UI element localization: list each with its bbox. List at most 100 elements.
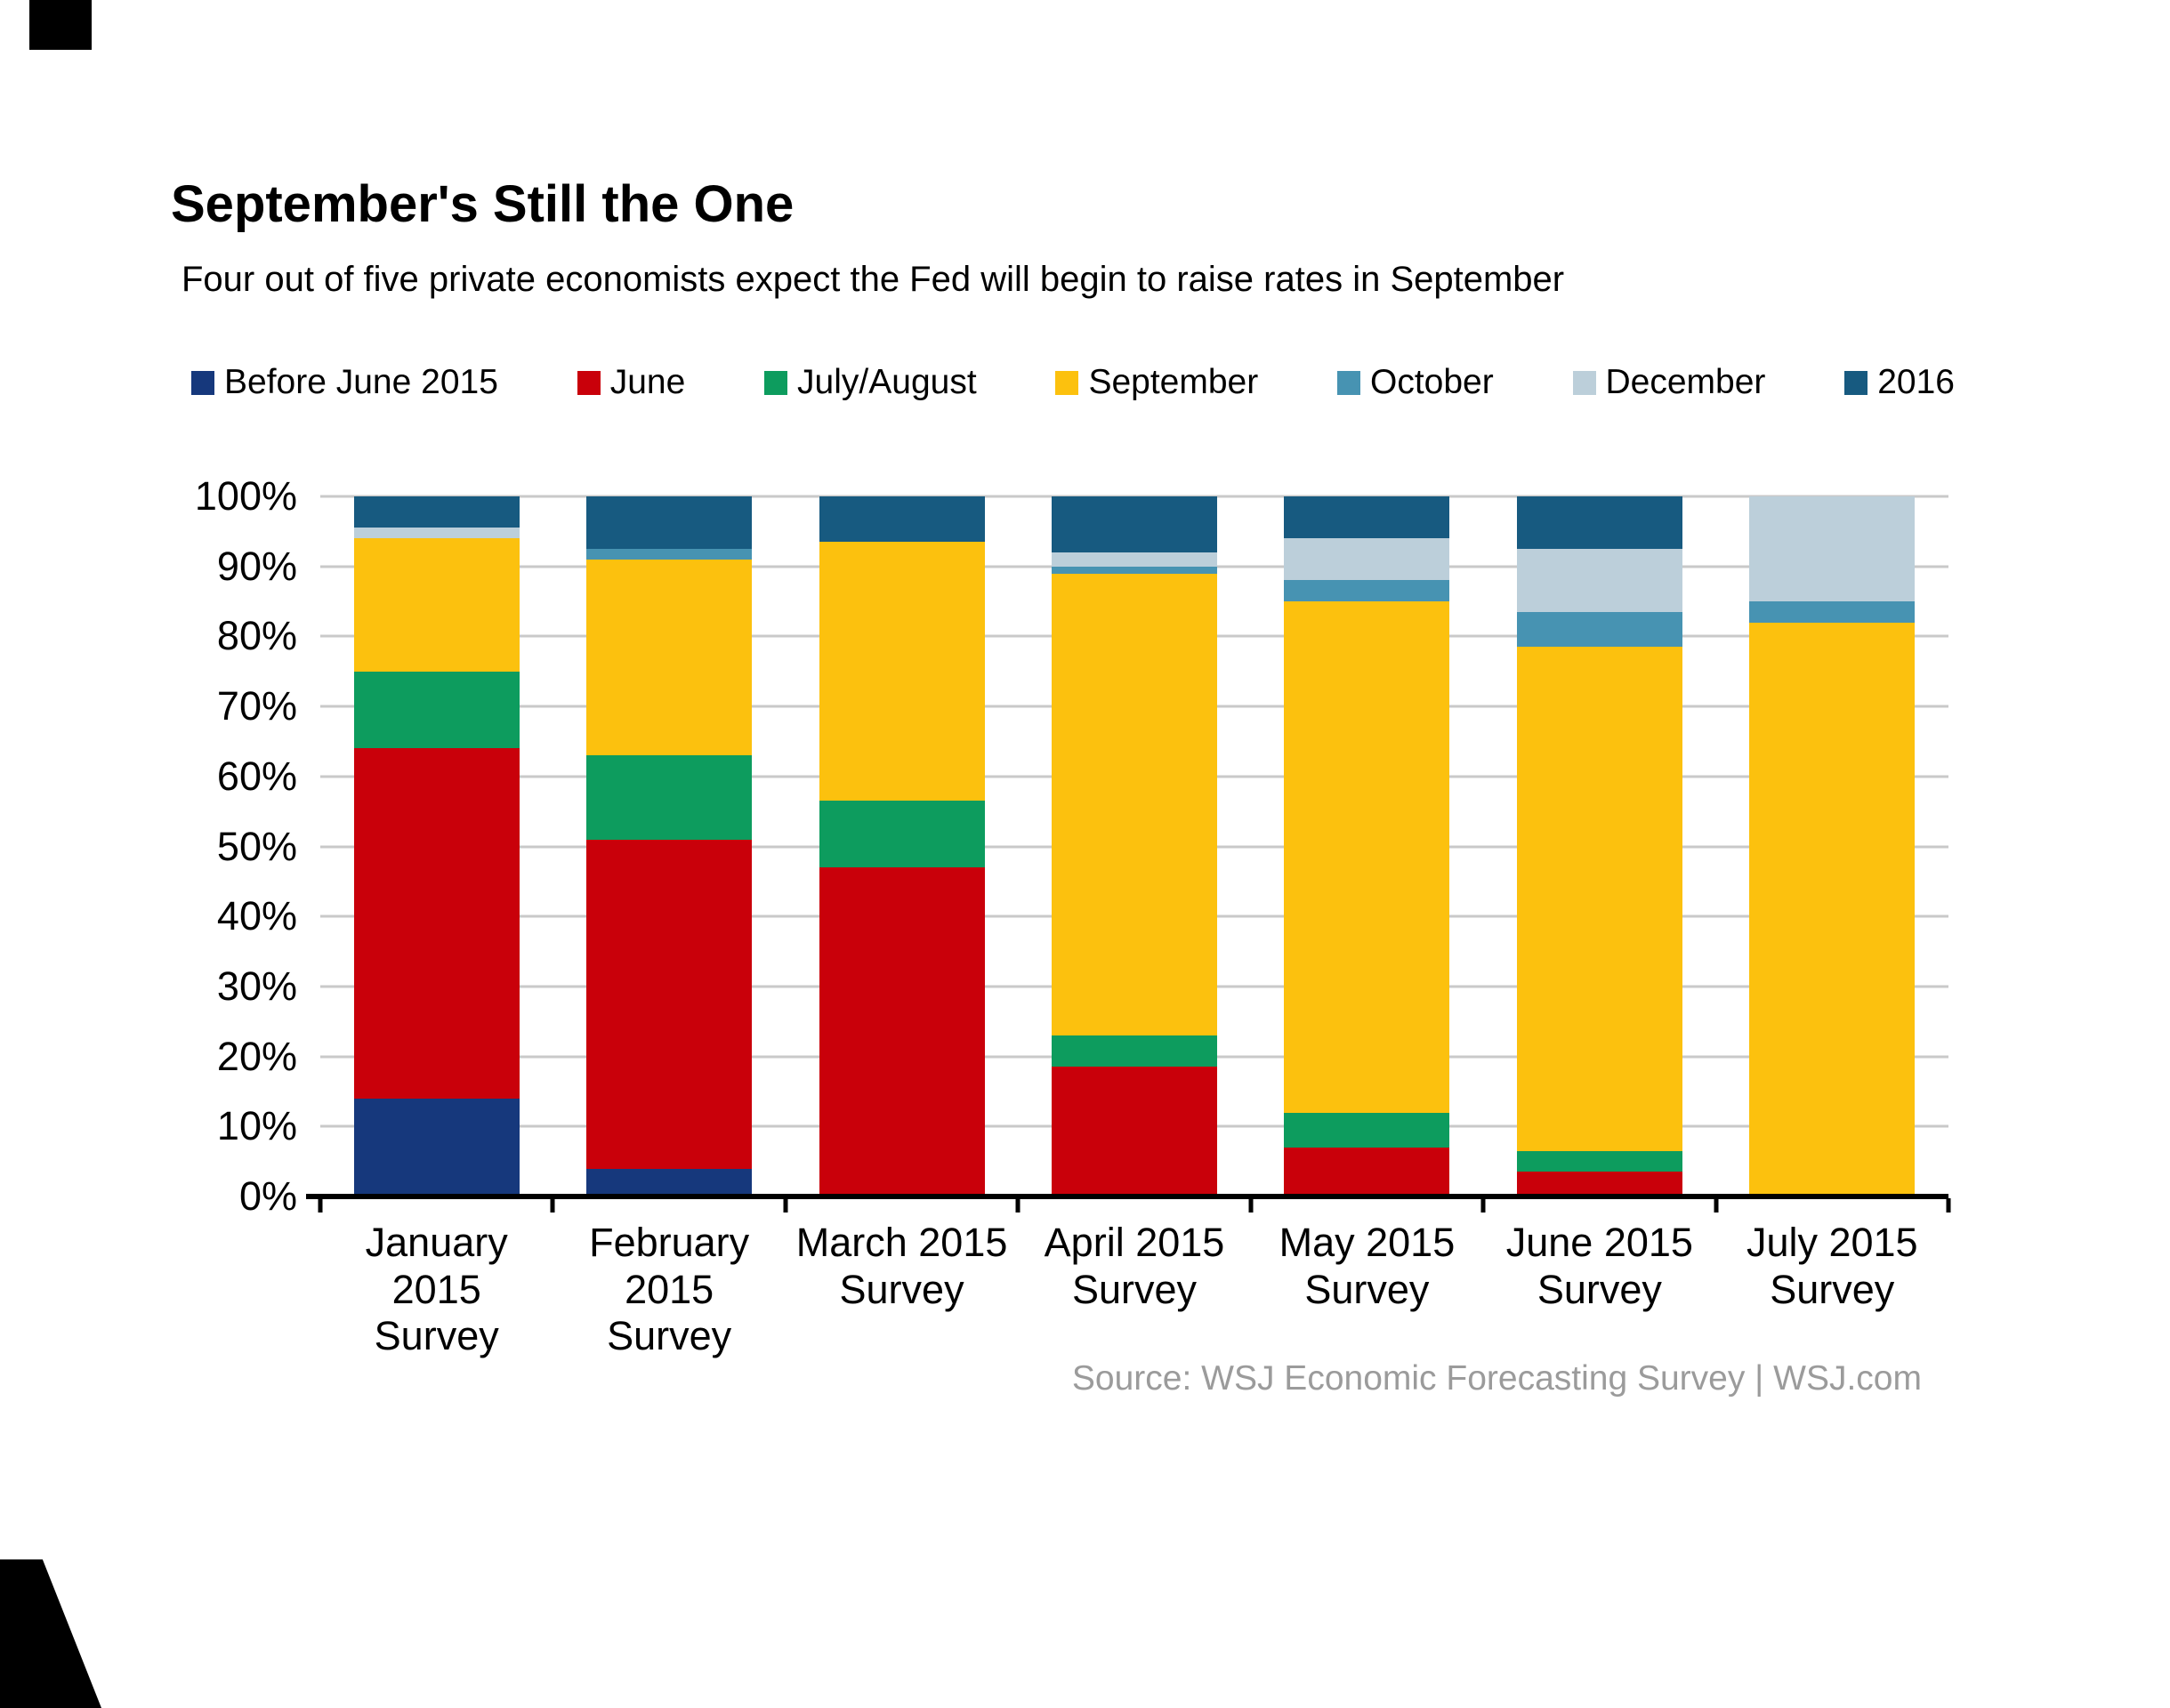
axis-tick	[318, 1198, 323, 1213]
legend-label: October	[1370, 363, 1494, 401]
x-category-label-line: Survey	[607, 1313, 732, 1359]
bar-segment	[1051, 496, 1218, 552]
x-category-label: July 2015 Survey	[1716, 1220, 1948, 1313]
axis-tick	[550, 1198, 555, 1213]
x-category-label-line: Survey	[1770, 1266, 1895, 1312]
bar-segment	[1284, 1112, 1450, 1148]
y-tick-label: 60%	[216, 753, 297, 799]
x-category-label-line: 2015	[625, 1266, 714, 1312]
bar-segment	[1284, 601, 1450, 1113]
legend-swatch	[577, 370, 601, 395]
x-category-label: June 2015 Survey	[1483, 1220, 1715, 1313]
legend-label: September	[1088, 363, 1259, 401]
bar-segment	[586, 1168, 753, 1196]
bar-segment	[1051, 573, 1218, 1035]
legend: Before June 2015 June July/August September…	[191, 363, 1955, 402]
x-category-label-line: April 2015	[1044, 1220, 1225, 1265]
x-category-label-line: Survey	[1071, 1266, 1198, 1312]
bar-segment	[1516, 1172, 1682, 1196]
x-category-label-line: Survey	[839, 1266, 964, 1312]
bar	[353, 496, 520, 1196]
y-tick-label: 0%	[238, 1173, 297, 1219]
x-category-label-line: February	[589, 1220, 750, 1265]
bar-segment	[1516, 611, 1682, 648]
legend-swatch	[1572, 370, 1596, 395]
bar-segment	[1749, 622, 1916, 1196]
bar-segment	[819, 867, 985, 1196]
legend-label: Before June 2015	[224, 363, 498, 401]
y-tick-label: 10%	[216, 1103, 297, 1149]
bar-segment	[1051, 1067, 1218, 1196]
legend-label: December	[1605, 363, 1766, 401]
bar-segment	[1516, 647, 1682, 1151]
source-note: Source: WSJ Economic Forecasting Survey …	[1071, 1359, 1922, 1398]
x-category-label-line: June 2015	[1505, 1220, 1693, 1265]
x-category-label-line: 2015	[391, 1266, 481, 1312]
y-tick-label: 70%	[216, 683, 297, 729]
bar-segment	[1051, 552, 1218, 567]
bar-segment	[353, 748, 520, 1099]
legend-item: December	[1572, 363, 1766, 402]
bar-segment	[819, 542, 985, 802]
bar-segment	[1516, 1150, 1682, 1172]
scan-artifact-top-left	[29, 0, 92, 50]
axis-tick	[783, 1198, 788, 1213]
bar-segment	[1284, 496, 1450, 539]
legend-item: July/August	[764, 363, 977, 402]
axis-tick	[1248, 1198, 1254, 1213]
legend-swatch	[764, 370, 788, 395]
x-category-label-line: January	[365, 1220, 508, 1265]
bar-segment	[819, 801, 985, 868]
legend-label: July/August	[797, 363, 977, 401]
bar	[1749, 496, 1916, 1196]
bar-segment	[586, 755, 753, 840]
x-axis-line	[306, 1194, 1948, 1199]
x-category-label: April 2015 Survey	[1018, 1220, 1250, 1313]
axis-tick	[1714, 1198, 1719, 1213]
x-category-label: March 2015 Survey	[786, 1220, 1018, 1313]
y-tick-label: 100%	[194, 473, 297, 519]
y-tick-label: 80%	[216, 613, 297, 659]
x-category-label: February 2015 Survey	[553, 1220, 785, 1360]
x-category-label-line: Survey	[1304, 1266, 1430, 1312]
legend-swatch	[1337, 370, 1360, 395]
legend-item: 2016	[1844, 363, 1955, 402]
bar-segment	[1051, 1035, 1218, 1068]
plot-area: 0% 10% 20% 30% 40% 50% 60% 70% 80% 90% 100% January…	[195, 473, 1951, 1358]
bar-segment	[586, 839, 753, 1169]
bar-segment	[586, 496, 753, 550]
bar	[1051, 496, 1218, 1196]
bar-segment	[1284, 538, 1450, 581]
bar-segment	[586, 549, 753, 560]
legend-item: September	[1055, 363, 1258, 402]
legend-item: October	[1337, 363, 1494, 402]
page-subtitle: Four out of five private economists expe…	[182, 260, 1565, 299]
x-category-label: January 2015 Survey	[320, 1220, 553, 1360]
bar-segment	[353, 496, 520, 528]
legend-label: June	[609, 363, 686, 401]
bar-segment	[353, 671, 520, 749]
bar-segment	[586, 559, 753, 756]
bar	[586, 496, 753, 1196]
legend-swatch	[1055, 370, 1079, 395]
legend-label: 2016	[1877, 363, 1955, 401]
bar-segment	[1749, 601, 1916, 623]
bar-segment	[1051, 566, 1218, 574]
page-title: September's Still the One	[171, 175, 795, 233]
bar-segment	[353, 538, 520, 672]
bar-segment	[1284, 1147, 1450, 1196]
scan-artifact-bottom-left	[0, 1559, 101, 1708]
legend-item: Before June 2015	[191, 363, 498, 402]
y-tick-label: 90%	[216, 543, 297, 589]
bar-segment	[1749, 496, 1916, 602]
bar	[819, 496, 985, 1196]
gridline	[320, 495, 1948, 498]
bar-segment	[1284, 580, 1450, 602]
legend-swatch	[1844, 370, 1868, 395]
axis-tick	[1015, 1198, 1020, 1213]
x-category-label-line: July 2015	[1746, 1220, 1918, 1265]
bar-segment	[1516, 549, 1682, 612]
bar	[1516, 496, 1682, 1196]
y-tick-label: 30%	[216, 963, 297, 1009]
x-category-label-line: Survey	[1537, 1266, 1662, 1312]
